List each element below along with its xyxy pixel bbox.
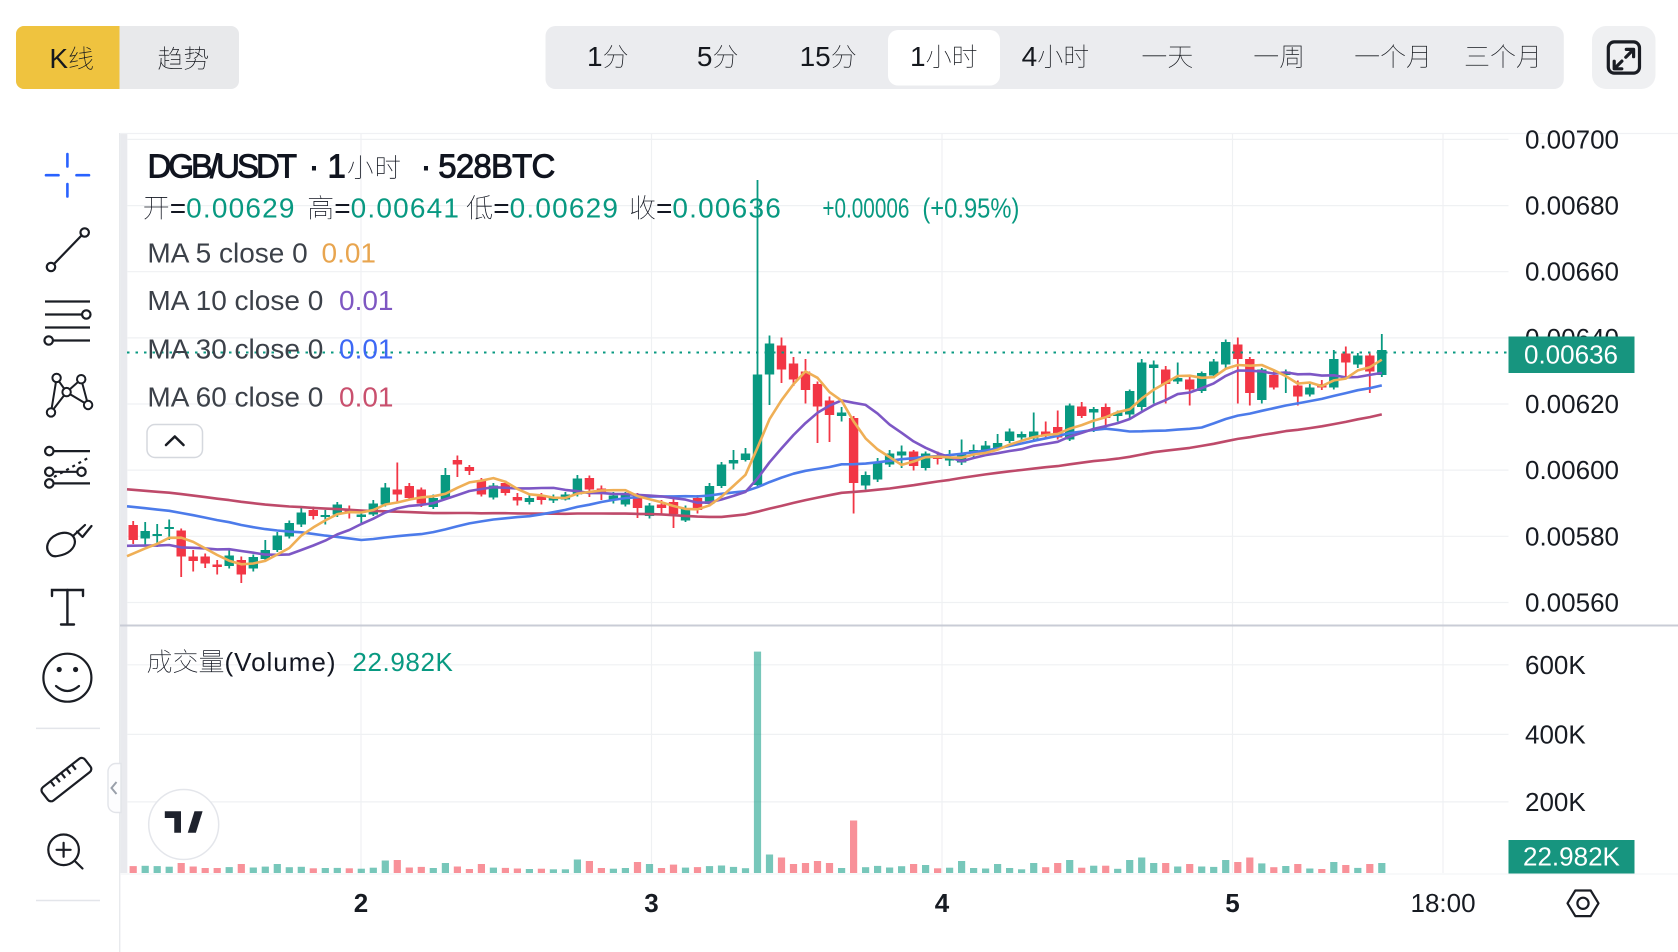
svg-text:22.982K: 22.982K [352,647,453,677]
svg-text:0.01: 0.01 [339,382,394,413]
svg-text:18:00: 18:00 [1411,888,1476,918]
svg-text:4: 4 [1022,41,1038,72]
svg-text:MA 5 close 0: MA 5 close 0 [147,237,307,268]
svg-text:DGB/USDT: DGB/USDT [148,148,297,185]
svg-text:·: · [309,148,320,185]
svg-text:·: · [421,148,432,185]
svg-text:5: 5 [1225,888,1239,918]
svg-text:=: = [493,193,509,224]
svg-text:1: 1 [587,41,603,72]
svg-text:0.00580: 0.00580 [1525,521,1619,551]
svg-text:528BTC: 528BTC [438,148,554,185]
svg-text:+0.00006: +0.00006 [822,193,909,224]
svg-text:0.00641: 0.00641 [351,193,461,224]
svg-text:(Volume): (Volume) [225,647,337,677]
svg-text:0.01: 0.01 [322,237,377,268]
svg-text:22.982K: 22.982K [1523,842,1621,872]
svg-text:0.00560: 0.00560 [1525,588,1619,618]
svg-text:0.00600: 0.00600 [1525,455,1619,485]
svg-text:1: 1 [328,148,346,185]
svg-text:0.00660: 0.00660 [1525,257,1619,287]
svg-text:0.00636: 0.00636 [1524,340,1618,370]
svg-text:15: 15 [800,41,831,72]
svg-text:(+0.95%): (+0.95%) [922,193,1019,224]
svg-text:0.00620: 0.00620 [1525,389,1619,419]
svg-text:=: = [334,193,350,224]
svg-text:0.01: 0.01 [339,334,394,365]
svg-text:4: 4 [935,888,950,918]
svg-text:5: 5 [697,41,713,72]
svg-text:0.01: 0.01 [339,285,394,316]
svg-text:0.00629: 0.00629 [510,193,620,224]
svg-text:K: K [49,43,68,74]
svg-text:0.00636: 0.00636 [672,193,782,224]
svg-text:=: = [170,193,186,224]
svg-text:MA 10 close 0: MA 10 close 0 [147,285,323,316]
svg-text:=: = [656,193,672,224]
svg-text:2: 2 [354,888,368,918]
svg-text:3: 3 [644,888,658,918]
svg-text:600K: 600K [1525,650,1586,680]
svg-text:MA 60 close 0: MA 60 close 0 [147,382,323,413]
svg-text:0.00700: 0.00700 [1525,124,1619,154]
svg-text:200K: 200K [1525,787,1586,817]
svg-text:1: 1 [910,41,926,72]
svg-text:0.00629: 0.00629 [186,193,296,224]
svg-text:400K: 400K [1525,719,1586,749]
svg-text:MA 30 close 0: MA 30 close 0 [147,334,323,365]
svg-text:0.00680: 0.00680 [1525,191,1619,221]
